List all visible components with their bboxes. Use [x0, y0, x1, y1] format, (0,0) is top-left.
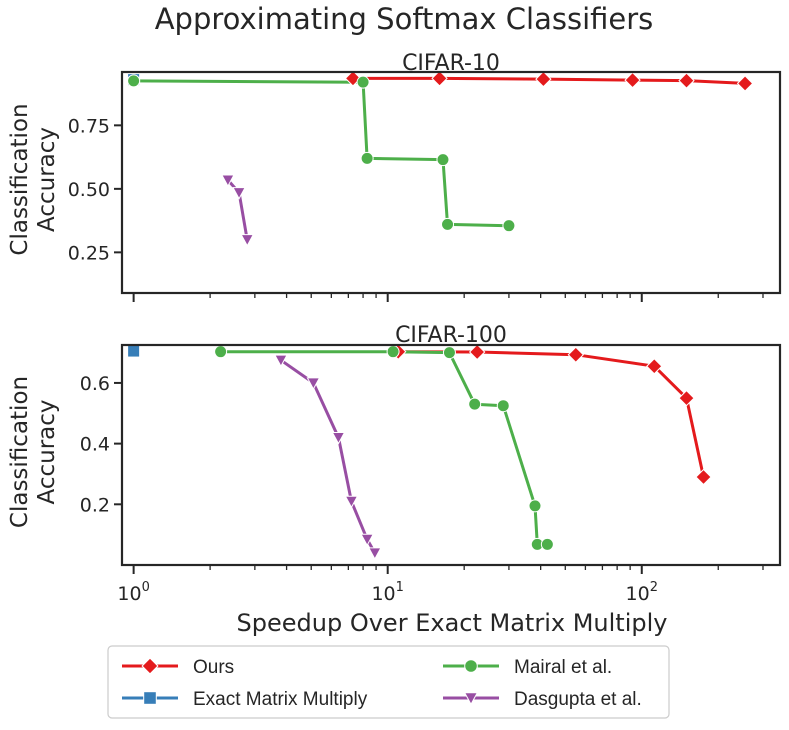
legend-mairal-label: Mairal et al.	[514, 657, 612, 678]
legend-ours-label: Ours	[193, 657, 234, 678]
cifar100-ours-point	[646, 358, 663, 375]
cifar10-ytick-label: 0.50	[68, 179, 110, 201]
cifar100-y-axis-label: ClassificationAccuracy	[7, 376, 60, 528]
cifar10-ours-point	[624, 71, 641, 89]
cifar10-mairal-point	[127, 74, 141, 88]
cifar100-mairal-point	[442, 346, 456, 360]
cifar100-title: CIFAR-100	[395, 323, 507, 348]
cifar100-xtick-label: 100	[117, 580, 149, 605]
legend: Ours Mairal et al. Exact Matrix Multiply Da…	[107, 645, 670, 719]
cifar100-mairal-point	[528, 499, 542, 513]
cifar10-dasgupta-point	[232, 187, 246, 200]
cifar100-dasgupta-line	[280, 358, 377, 554]
cifar100-axes-frame	[120, 343, 782, 567]
cifar100-dasgupta-point	[274, 354, 288, 368]
cifar10-mairal-point	[356, 75, 370, 89]
legend-dasgupta-label: Dasgupta et al.	[514, 689, 642, 710]
cifar10-ours-point	[535, 70, 552, 88]
cifar100-ytick-label: 0.6	[80, 373, 110, 395]
cifar10-ours-line	[353, 76, 746, 85]
cifar100-panel: CIFAR-100 0.2 0.4 0.6 100 101 102 Classificatio…	[7, 323, 782, 605]
cifar100-dasgupta-point	[331, 432, 346, 445]
cifar10-ours-point	[431, 70, 448, 87]
legend-ours-marker	[141, 657, 159, 675]
cifar10-ours-point	[736, 75, 754, 92]
cifar100-dasgupta-point	[367, 547, 382, 560]
cifar100-dasgupta-point	[306, 377, 321, 390]
figure-title: Approximating Softmax Classifiers	[155, 2, 654, 36]
cifar100-ours-point	[695, 468, 712, 486]
cifar100-xtick-label: 102	[626, 580, 658, 605]
cifar10-ytick-label: 0.75	[68, 115, 110, 137]
cifar100-ours-point	[468, 343, 486, 361]
cifar100-mairal-point	[468, 397, 482, 411]
legend-exact-marker	[143, 691, 157, 705]
cifar100-ytick-label: 0.2	[80, 494, 110, 516]
legend-frame	[107, 645, 670, 719]
legend-exact-label: Exact Matrix Multiply	[193, 689, 368, 710]
cifar10-dasgupta-point	[221, 174, 235, 188]
cifar100-ours-line	[398, 350, 705, 478]
cifar10-mairal-point	[441, 217, 455, 231]
cifar10-mairal-point	[502, 219, 516, 233]
cifar100-exact-point	[127, 344, 141, 358]
cifar10-axes-frame	[120, 70, 782, 295]
cifar100-mairal-point	[540, 537, 554, 551]
cifar100-mairal-point	[496, 399, 510, 413]
cifar100-ours-point	[678, 389, 695, 407]
cifar10-dasgupta-point	[240, 234, 255, 247]
cifar10-panel: CIFAR-100.250.500.75ClassificationAccura…	[7, 51, 782, 302]
cifar100-ytick-label: 0.4	[80, 434, 110, 456]
cifar100-ours-point	[567, 346, 585, 363]
cifar100-dasgupta-point	[344, 495, 359, 509]
legend-dasgupta-marker	[463, 692, 479, 706]
legend-mairal-marker	[464, 659, 478, 673]
cifar10-ytick-label: 0.25	[68, 242, 110, 264]
cifar10-ours-point	[678, 72, 695, 89]
cifar10-y-axis-label: ClassificationAccuracy	[7, 103, 60, 255]
cifar10-mairal-point	[360, 151, 374, 165]
cifar100-mairal-line	[220, 350, 548, 546]
cifar10-mairal-line	[133, 79, 509, 228]
cifar100-mairal-point	[386, 345, 400, 359]
cifar100-dasgupta-point	[360, 533, 374, 547]
cifar100-mairal-point	[214, 345, 228, 359]
cifar10-mairal-point	[436, 153, 450, 167]
x-axis-label: Speedup Over Exact Matrix Multiply	[237, 609, 668, 637]
cifar100-xtick-label: 101	[371, 580, 403, 605]
